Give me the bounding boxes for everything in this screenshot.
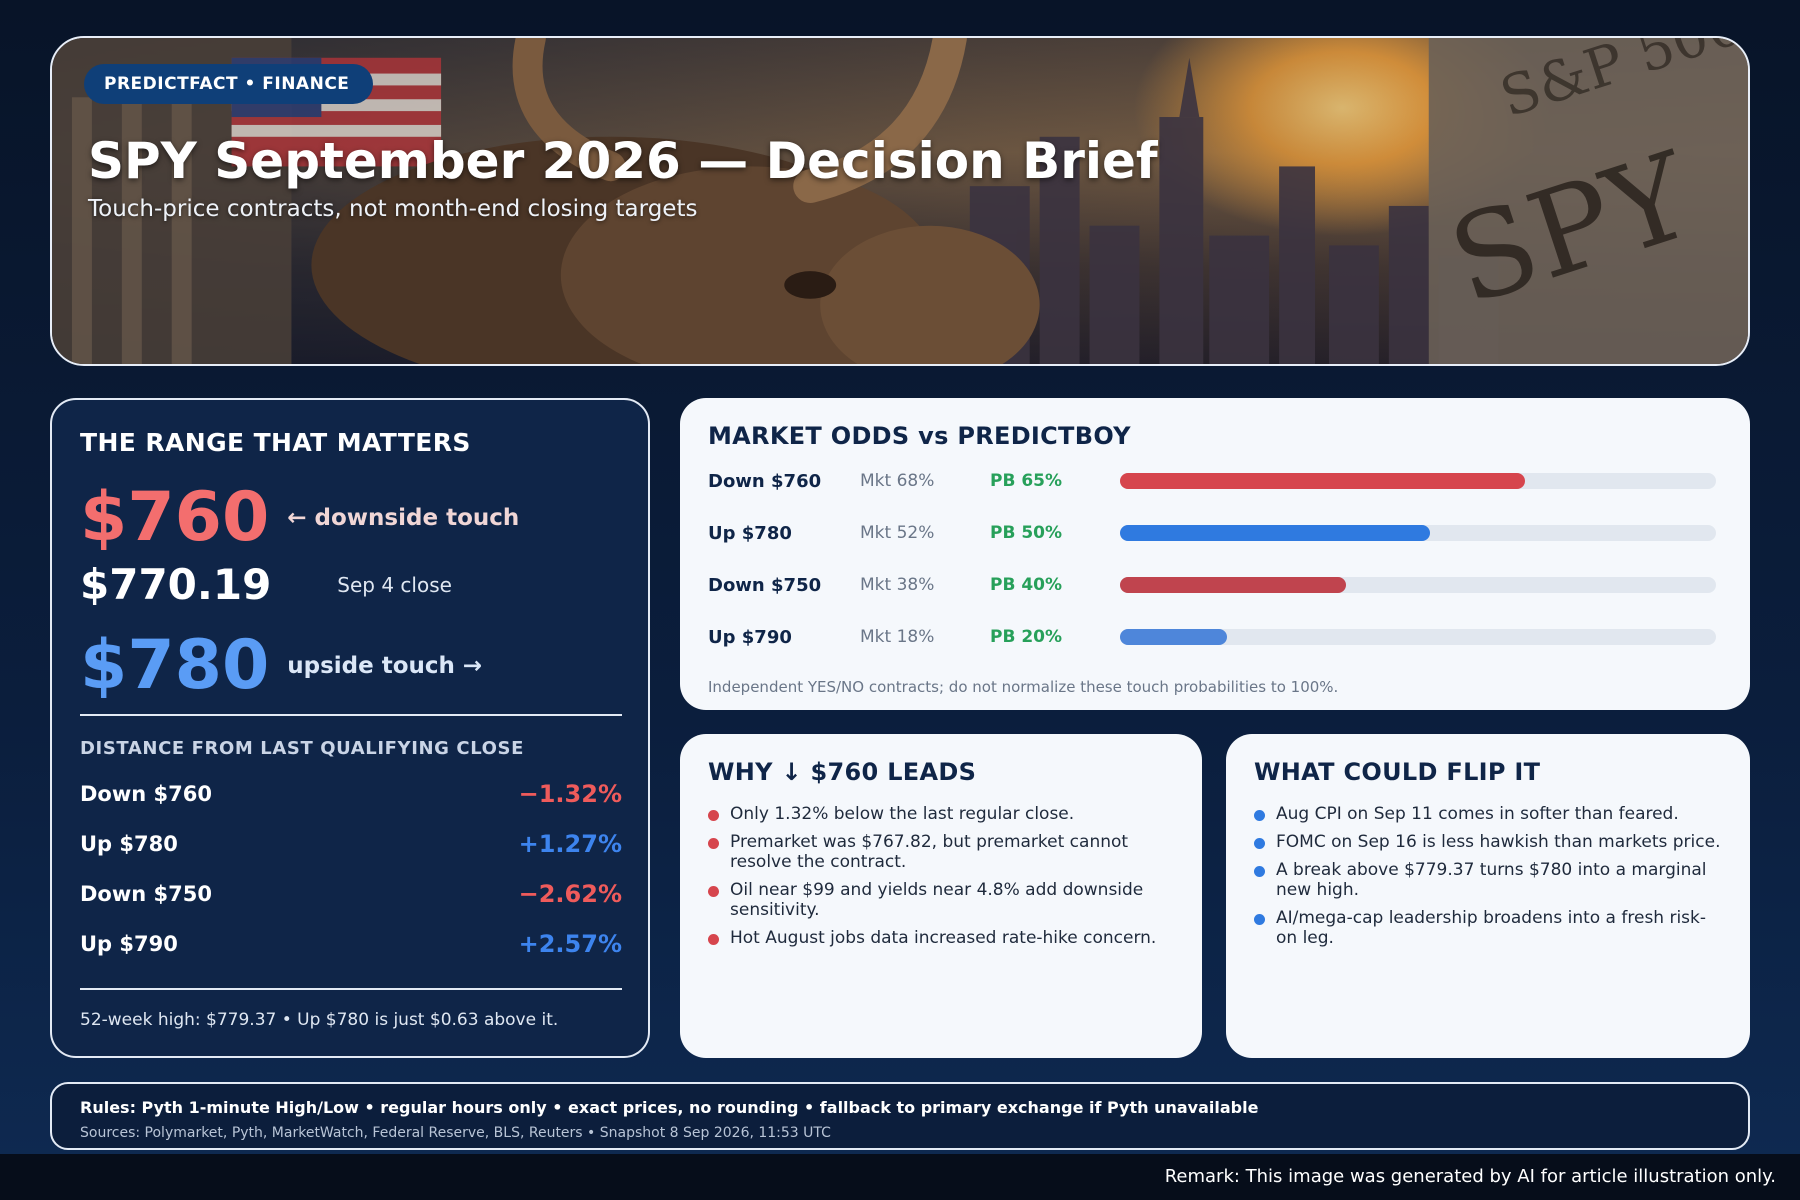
distance-row: Up $790 +2.57% [80,930,622,958]
category-badge: PREDICTFACT • FINANCE [84,64,374,104]
odds-row: Down $750 Mkt 38% PB 40% [708,570,1722,600]
sources-text: Sources: Polymarket, Pyth, MarketWatch, … [80,1125,831,1141]
upside-label: upside touch → [287,652,483,679]
flip-title: WHAT COULD FLIP IT [1254,758,1541,786]
list-item: Premarket was $767.82, but premarket can… [708,832,1174,872]
list-item-text: Only 1.32% below the last regular close. [730,804,1075,824]
odds-row: Down $760 Mkt 68% PB 65% [708,466,1722,496]
distance-value: +1.27% [518,830,622,858]
distance-name: Up $780 [80,832,178,856]
odds-market-value: Mkt 38% [860,575,935,595]
distance-title: DISTANCE FROM LAST QUALIFYING CLOSE [80,738,524,759]
distance-value: −1.32% [518,780,622,808]
odds-row: Up $790 Mkt 18% PB 20% [708,622,1722,652]
flip-list: Aug CPI on Sep 11 comes in softer than f… [1254,804,1722,948]
odds-bar-fill [1120,473,1526,489]
list-item-text: Oil near $99 and yields near 4.8% add do… [730,880,1144,920]
list-item-text: AI/mega-cap leadership broadens into a f… [1276,908,1707,948]
bullet-dot-icon [1254,838,1265,849]
upside-price: $780 [80,626,270,705]
list-item-text: A break above $779.37 turns $780 into a … [1276,860,1707,900]
distance-value: +2.57% [518,930,622,958]
odds-note: Independent YES/NO contracts; do not nor… [708,678,1339,696]
list-item: Aug CPI on Sep 11 comes in softer than f… [1254,804,1722,824]
range-note: 52-week high: $779.37 • Up $780 is just … [80,1010,559,1030]
rules-bar: Rules: Pyth 1-minute High/Low • regular … [50,1082,1750,1150]
list-item-text: Premarket was $767.82, but premarket can… [730,832,1129,872]
range-panel: THE RANGE THAT MATTERS $760 ← downside t… [50,398,650,1058]
downside-price: $760 [80,478,270,557]
distance-row: Down $750 −2.62% [80,880,622,908]
list-item-text: Hot August jobs data increased rate-hike… [730,928,1157,948]
odds-row: Up $780 Mkt 52% PB 50% [708,518,1722,548]
odds-bar-track [1120,525,1716,541]
ai-remark: Remark: This image was generated by AI f… [1164,1166,1776,1187]
odds-contract-name: Up $780 [708,522,792,544]
rules-text: Rules: Pyth 1-minute High/Low • regular … [80,1098,1259,1117]
list-item: A break above $779.37 turns $780 into a … [1254,860,1722,900]
upside-row: $780 upside touch → [80,626,482,705]
page-subtitle: Touch-price contracts, not month-end clo… [88,196,698,222]
distance-name: Down $760 [80,782,212,806]
flip-panel: WHAT COULD FLIP IT Aug CPI on Sep 11 com… [1226,734,1750,1058]
bullet-dot-icon [1254,810,1265,821]
list-item: Only 1.32% below the last regular close. [708,804,1174,824]
odds-predictboy-value: PB 65% [990,471,1063,491]
odds-market-value: Mkt 52% [860,523,935,543]
odds-predictboy-value: PB 50% [990,523,1063,543]
bullet-dot-icon [708,886,719,897]
odds-bar-track [1120,577,1716,593]
odds-bar-fill [1120,525,1430,541]
odds-contract-name: Down $750 [708,574,822,596]
odds-panel: MARKET ODDS vs PREDICTBOY Down $760 Mkt … [680,398,1750,710]
close-label: Sep 4 close [337,572,452,597]
hero-banner: S&P 500 SPY PREDICTFACT • FINANCE SPY Se… [50,36,1750,366]
bullet-dot-icon [708,838,719,849]
odds-market-value: Mkt 68% [860,471,935,491]
odds-predictboy-value: PB 20% [990,627,1063,647]
odds-bar-fill [1120,577,1347,593]
odds-title: MARKET ODDS vs PREDICTBOY [708,422,1131,450]
list-item: Hot August jobs data increased rate-hike… [708,928,1174,948]
distance-row: Down $760 −1.32% [80,780,622,808]
bullet-dot-icon [1254,914,1265,925]
odds-bar-track [1120,473,1716,489]
odds-contract-name: Up $790 [708,626,792,648]
list-item-text: Aug CPI on Sep 11 comes in softer than f… [1276,804,1679,824]
distance-name: Down $750 [80,882,212,906]
bullet-dot-icon [1254,866,1265,877]
why-panel: WHY ↓ $760 LEADS Only 1.32% below the la… [680,734,1202,1058]
odds-bar-fill [1120,629,1228,645]
list-item: FOMC on Sep 16 is less hawkish than mark… [1254,832,1722,852]
distance-row: Up $780 +1.27% [80,830,622,858]
odds-contract-name: Down $760 [708,470,822,492]
bullet-dot-icon [708,810,719,821]
odds-bar-track [1120,629,1716,645]
page-title: SPY September 2026 — Decision Brief [88,132,1158,190]
range-title: THE RANGE THAT MATTERS [80,428,471,457]
close-price: $770.19 [80,560,272,609]
footer: Remark: This image was generated by AI f… [0,1154,1800,1200]
distance-value: −2.62% [518,880,622,908]
why-list: Only 1.32% below the last regular close.… [708,804,1174,948]
close-row: $770.19 Sep 4 close [80,560,452,609]
divider [80,988,622,990]
spy-sign-icon: S&P 500 SPY [1428,38,1748,364]
bull-icon [311,38,1040,364]
divider [80,714,622,716]
why-title: WHY ↓ $760 LEADS [708,758,977,786]
downside-row: $760 ← downside touch [80,478,519,557]
bullet-dot-icon [708,934,719,945]
odds-market-value: Mkt 18% [860,627,935,647]
downside-label: ← downside touch [287,504,520,531]
list-item: AI/mega-cap leadership broadens into a f… [1254,908,1722,948]
list-item: Oil near $99 and yields near 4.8% add do… [708,880,1174,920]
odds-predictboy-value: PB 40% [990,575,1063,595]
distance-name: Up $790 [80,932,178,956]
list-item-text: FOMC on Sep 16 is less hawkish than mark… [1276,832,1721,852]
